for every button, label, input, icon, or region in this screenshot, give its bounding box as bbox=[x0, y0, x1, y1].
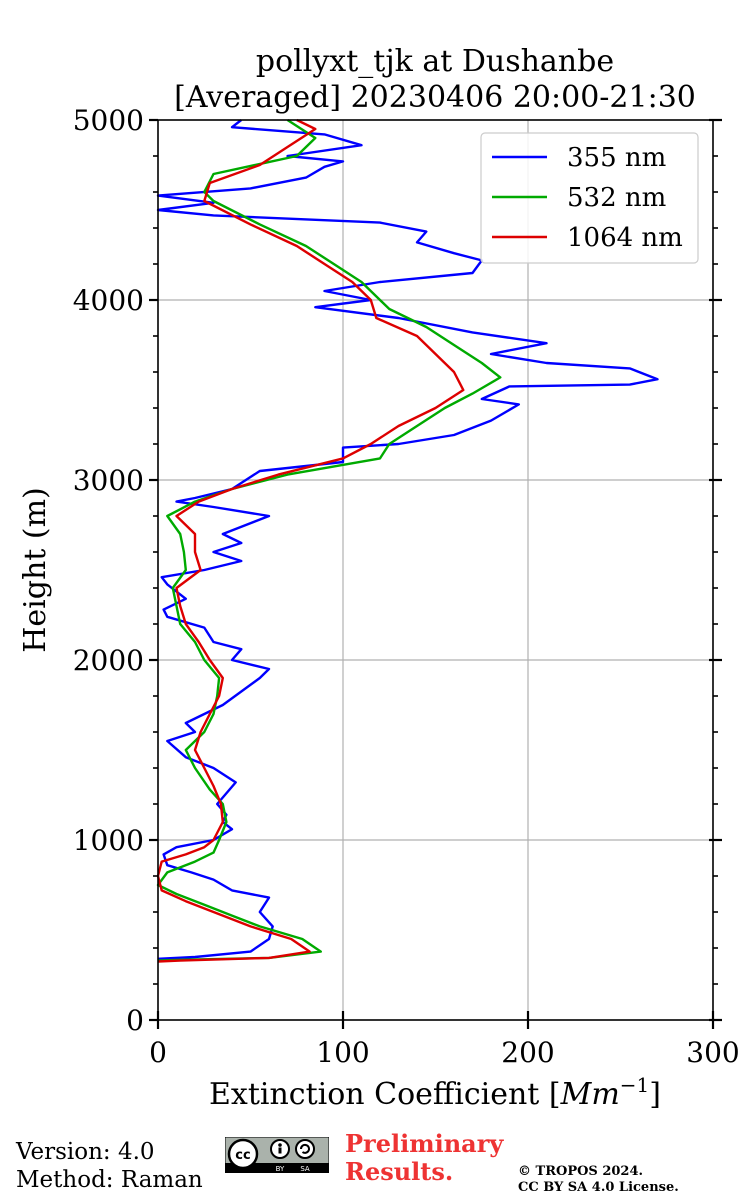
legend-label-532: 532 nm bbox=[567, 183, 666, 213]
copyright-notice: © TROPOS 2024. CC BY SA 4.0 License. bbox=[518, 1164, 679, 1196]
share-alike-icon bbox=[295, 1139, 315, 1159]
plot-frame bbox=[157, 119, 714, 1021]
x-tick-label: 300 bbox=[686, 1036, 739, 1069]
x-axis-label: Extinction Coefficient [Mm−1] bbox=[209, 1073, 661, 1112]
copyright-line2: CC BY SA 4.0 License. bbox=[518, 1180, 679, 1195]
legend-label-1064: 1064 nm bbox=[567, 223, 683, 253]
grid bbox=[158, 120, 713, 1020]
x-tick-label: 0 bbox=[149, 1036, 167, 1069]
series-line-1064-nm bbox=[156, 118, 465, 963]
copyright-line1: © TROPOS 2024. bbox=[518, 1164, 644, 1179]
method-text: Method: Raman bbox=[16, 1167, 203, 1193]
svg-text:BY: BY bbox=[276, 1165, 285, 1173]
x-tick-label: 200 bbox=[501, 1036, 554, 1069]
preliminary-line2: Results. bbox=[345, 1157, 454, 1186]
y-tick-label: 4000 bbox=[73, 284, 144, 317]
cc-icon bbox=[227, 1138, 259, 1170]
y-tick-label: 5000 bbox=[73, 104, 144, 137]
preliminary-results: Preliminary Results. bbox=[345, 1130, 503, 1186]
chart-title-line1: pollyxt_tjk at Dushanbe bbox=[256, 44, 614, 79]
legend: 355 nm 532 nm 1064 nm bbox=[480, 132, 699, 264]
ticks bbox=[149, 118, 722, 1029]
version-text: Version: 4.0 bbox=[16, 1139, 155, 1165]
series-line-532-nm bbox=[156, 118, 502, 962]
y-tick-label: 2000 bbox=[73, 644, 144, 677]
y-tick-label: 3000 bbox=[73, 464, 144, 497]
legend-label-355: 355 nm bbox=[567, 143, 666, 173]
svg-text:cc: cc bbox=[235, 1148, 250, 1163]
x-tick-label: 100 bbox=[316, 1036, 369, 1069]
y-tick-label: 1000 bbox=[73, 824, 144, 857]
y-tick-label: 0 bbox=[126, 1004, 144, 1037]
legend-box bbox=[480, 132, 699, 264]
svg-text:SA: SA bbox=[300, 1165, 310, 1173]
preliminary-line1: Preliminary bbox=[345, 1129, 504, 1158]
chart-title-line2: [Averaged] 20230406 20:00-21:30 bbox=[174, 80, 696, 115]
version-info: Version: 4.0 Method: Raman bbox=[16, 1138, 203, 1194]
cc-license-badge: cc BY SA bbox=[225, 1137, 329, 1173]
y-axis-label: Height (m) bbox=[18, 487, 53, 652]
